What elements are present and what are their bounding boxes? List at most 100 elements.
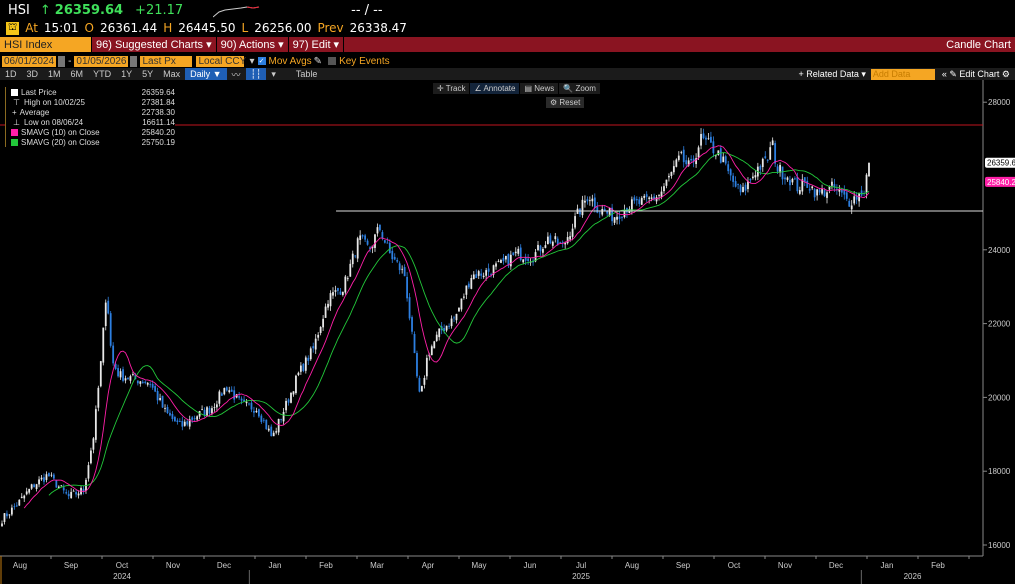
more-dropdown-icon[interactable]: ▾: [271, 68, 276, 79]
reset-button[interactable]: ⚙ Reset: [546, 97, 585, 108]
candle-up: [591, 198, 594, 202]
candle-down: [151, 383, 154, 388]
actions-menu[interactable]: 90) Actions ▾: [217, 37, 289, 52]
candle-down: [65, 492, 68, 494]
candle-up: [675, 159, 678, 167]
related-data-button[interactable]: + Related Data ▾: [798, 68, 866, 79]
period-ytd[interactable]: YTD: [93, 69, 112, 79]
candle-up: [588, 200, 591, 202]
field-select[interactable]: Last Px: [140, 55, 193, 67]
x-month-label: Jan: [881, 561, 894, 570]
candle-up: [551, 241, 554, 246]
candle-down: [860, 190, 863, 196]
candle-down: [413, 334, 416, 354]
candle-up: [245, 401, 248, 404]
x-month-label: Sep: [676, 561, 691, 570]
calendar-icon[interactable]: [130, 55, 138, 67]
suggested-charts-menu[interactable]: 96) Suggested Charts ▾: [92, 37, 217, 52]
candle-up: [344, 276, 347, 293]
candle-chart[interactable]: 16000 18000 20000 22000 24000 28000 26359.64 25…: [0, 80, 1015, 584]
candle-up: [349, 263, 352, 277]
candle-up: [564, 242, 567, 245]
candle-down: [225, 387, 228, 391]
period-6m[interactable]: 6M: [70, 69, 84, 79]
candle-up: [341, 291, 344, 296]
candle-down: [593, 197, 596, 208]
period-max[interactable]: Max: [163, 69, 181, 79]
candle-up: [458, 308, 460, 312]
candle-up: [299, 365, 302, 372]
x-month-label: Dec: [217, 561, 231, 570]
candle-up: [99, 361, 102, 387]
candle-down: [784, 177, 786, 180]
candle-down: [107, 300, 110, 314]
security-input[interactable]: HSI Index: [0, 37, 92, 52]
candle-up: [213, 407, 216, 408]
legend-average: + Average 22738.30: [12, 107, 175, 117]
candle-down: [490, 274, 492, 275]
chevron-down-icon[interactable]: ▾: [249, 55, 255, 67]
candle-down: [15, 505, 18, 507]
period-1d[interactable]: 1D: [5, 69, 17, 79]
candle-chart-icon[interactable]: ┆┆: [245, 68, 267, 80]
candle-down: [149, 384, 152, 386]
candle-up: [272, 432, 275, 437]
candle-down: [618, 216, 621, 219]
news-button[interactable]: ▤ News: [520, 83, 559, 94]
candle-down: [233, 390, 236, 400]
currency-select[interactable]: Local CCY: [196, 55, 247, 67]
x-month-label: Sep: [64, 561, 79, 570]
candle-up: [92, 438, 95, 450]
candle-down: [443, 327, 446, 332]
candle-down: [178, 421, 181, 422]
candle-down: [796, 177, 799, 192]
calendar-icon[interactable]: [58, 55, 66, 67]
period-1y[interactable]: 1Y: [121, 69, 133, 79]
candle-down: [732, 175, 735, 182]
candle-up: [376, 227, 379, 234]
candle-up: [218, 391, 221, 404]
x-month-label: Oct: [116, 561, 129, 570]
candle-down: [635, 198, 638, 201]
end-date-input[interactable]: 01/05/2026: [74, 55, 129, 67]
candle-up: [517, 248, 520, 254]
annotate-button[interactable]: ∠ Annotate: [470, 83, 520, 94]
candle-down: [302, 363, 305, 371]
candle-up: [292, 391, 295, 395]
key-events-checkbox[interactable]: [328, 57, 337, 65]
candle-up: [816, 189, 819, 196]
period-3d[interactable]: 3D: [26, 69, 39, 79]
candle-down: [705, 137, 707, 140]
candle-up: [687, 160, 690, 166]
track-button[interactable]: ✛ Track: [433, 83, 470, 94]
line-chart-icon[interactable]: 〰: [231, 69, 241, 80]
candle-up: [423, 377, 426, 385]
candle-down: [364, 235, 367, 240]
period-1m[interactable]: 1M: [48, 69, 61, 79]
candle-down: [176, 420, 179, 422]
candle-down: [702, 133, 705, 139]
mov-avgs-checkbox[interactable]: ✓: [257, 57, 266, 65]
edit-chart-button[interactable]: « ✎ Edit Chart ⚙: [941, 68, 1010, 79]
candle-up: [747, 181, 749, 190]
add-data-input[interactable]: Add Data: [870, 68, 935, 80]
candle-down: [719, 148, 722, 163]
candle-down: [448, 325, 450, 327]
candle-down: [55, 479, 58, 488]
start-date-input[interactable]: 06/01/2024: [2, 55, 57, 67]
table-button[interactable]: Table: [295, 69, 318, 79]
candle-down: [685, 160, 688, 165]
candle-down: [62, 487, 65, 491]
period-5y[interactable]: 5Y: [142, 69, 154, 79]
sma10-tag-bg: [985, 176, 1015, 187]
frequency-select[interactable]: Daily ▼: [185, 68, 227, 80]
candle-down: [835, 188, 838, 190]
edit-menu[interactable]: 97) Edit ▾: [289, 37, 345, 52]
candle-up: [482, 275, 485, 277]
sparkline: [213, 5, 260, 17]
legend-sma10: SMAVG (10) on Close 25840.20: [11, 127, 175, 137]
candle-down: [203, 409, 206, 416]
pencil-icon[interactable]: ✎: [313, 55, 323, 67]
zoom-button[interactable]: 🔍 Zoom: [559, 83, 600, 94]
candle-down: [710, 136, 712, 143]
